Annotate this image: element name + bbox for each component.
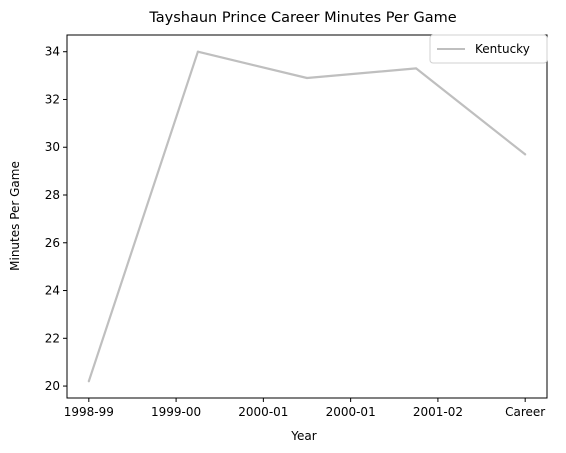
- y-tick-label: 30: [45, 140, 60, 154]
- series-layer: [87, 50, 527, 383]
- y-axis: 20 22 24 26 28 30 32 34: [45, 45, 67, 393]
- y-tick-label: 26: [45, 236, 60, 250]
- x-tick-label: Career: [505, 405, 545, 419]
- plot-frame: [66, 34, 548, 399]
- y-tick-label: 22: [45, 331, 60, 345]
- data-point: [87, 380, 90, 383]
- y-tick-label: 32: [45, 92, 60, 106]
- y-tick-label: 20: [45, 379, 60, 393]
- x-tick-label: 2000-01: [238, 405, 288, 419]
- x-tick-label: 1998-99: [64, 405, 114, 419]
- legend-label-kentucky: Kentucky: [475, 42, 530, 56]
- y-tick-label: 28: [45, 188, 60, 202]
- data-point: [305, 76, 309, 80]
- data-point: [524, 153, 527, 156]
- chart-title: Tayshaun Prince Career Minutes Per Game: [148, 10, 456, 26]
- x-axis: 1998-99 1999-00 2000-01 2000-01 2001-02 Caree…: [64, 398, 545, 419]
- plot-area: [66, 34, 548, 399]
- y-tick-label: 24: [45, 284, 60, 298]
- legend: Kentucky: [429, 34, 548, 64]
- x-tick-label: 2000-01: [326, 405, 376, 419]
- x-axis-label: Year: [290, 429, 316, 443]
- x-tick-label: 2001-02: [413, 405, 463, 419]
- y-tick-label: 34: [45, 45, 60, 59]
- data-point: [196, 50, 200, 53]
- y-axis-label: Minutes Per Game: [8, 161, 22, 271]
- legend-box: [429, 34, 548, 64]
- x-tick-label: 1999-00: [151, 405, 201, 419]
- data-point: [414, 67, 418, 70]
